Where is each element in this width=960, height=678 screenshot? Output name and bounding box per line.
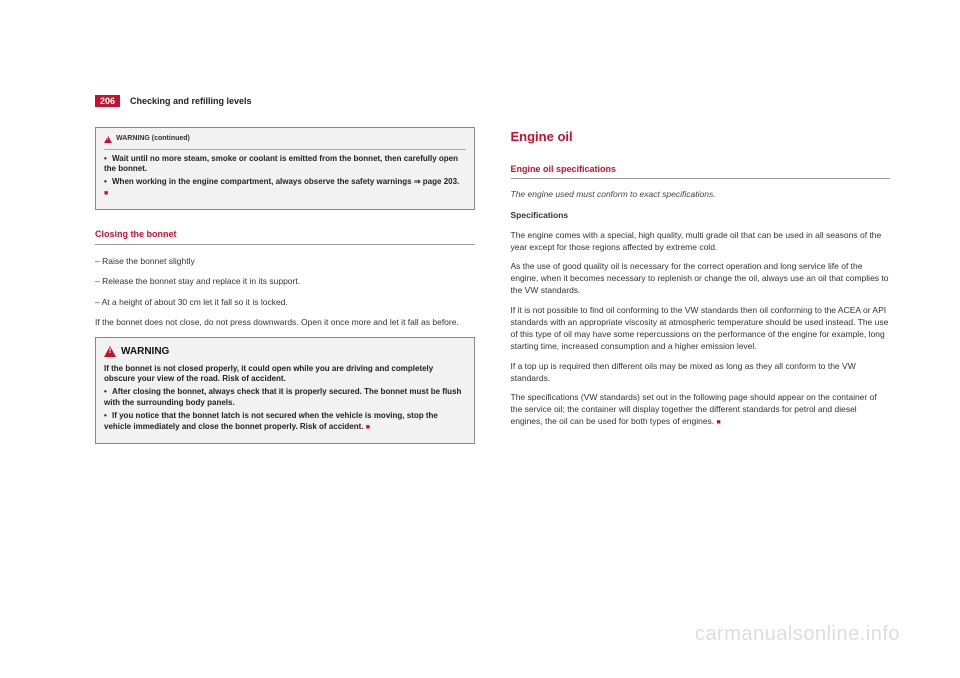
end-marker-icon: ■	[104, 190, 108, 197]
step-item: – At a height of about 30 cm let it fall…	[95, 296, 475, 309]
section-title: Checking and refilling levels	[130, 96, 252, 106]
specifications-subheading: Specifications	[511, 209, 891, 222]
warning-continued-box: WARNING (continued) •Wait until no more …	[95, 127, 475, 210]
body-paragraph: The engine comes with a special, high qu…	[511, 230, 891, 254]
end-marker-icon: ■	[717, 419, 721, 426]
warning-bullet: •Wait until no more steam, smoke or cool…	[104, 154, 466, 175]
page-header: 206 Checking and refilling levels	[95, 95, 890, 107]
intro-italic: The engine used must conform to exact sp…	[511, 189, 891, 201]
warning-bullet: •When working in the engine compartment,…	[104, 177, 466, 198]
watermark: carmanualsonline.info	[695, 623, 900, 646]
left-column: WARNING (continued) •Wait until no more …	[95, 127, 475, 462]
warning-title-text: WARNING	[121, 344, 169, 359]
step-item: – Release the bonnet stay and replace it…	[95, 275, 475, 288]
body-paragraph: As the use of good quality oil is necess…	[511, 261, 891, 297]
warning-continued-text: WARNING (continued)	[116, 134, 190, 145]
warning-icon	[104, 346, 116, 357]
warning-paragraph: If the bonnet is not closed properly, it…	[104, 364, 466, 385]
warning-icon	[104, 136, 112, 143]
manual-page: 206 Checking and refilling levels WARNIN…	[0, 0, 960, 512]
engine-oil-heading: Engine oil	[511, 127, 891, 147]
body-paragraph: If a top up is required then different o…	[511, 361, 891, 385]
warning-title: WARNING	[104, 344, 466, 359]
warning-bullet: •After closing the bonnet, always check …	[104, 387, 466, 408]
step-item: – Raise the bonnet slightly	[95, 255, 475, 268]
page-number-badge: 206	[95, 95, 120, 107]
end-marker-icon: ■	[366, 424, 370, 431]
warning-bullet: •If you notice that the bonnet latch is …	[104, 411, 466, 432]
warning-box: WARNING If the bonnet is not closed prop…	[95, 337, 475, 444]
two-column-layout: WARNING (continued) •Wait until no more …	[95, 127, 890, 462]
body-paragraph: If the bonnet does not close, do not pre…	[95, 317, 475, 329]
steps-list: – Raise the bonnet slightly – Release th…	[95, 255, 475, 309]
body-paragraph: The specifications (VW standards) set ou…	[511, 392, 891, 428]
right-column: Engine oil Engine oil specifications The…	[511, 127, 891, 462]
body-paragraph: If it is not possible to find oil confor…	[511, 305, 891, 353]
warning-continued-label: WARNING (continued)	[104, 134, 466, 150]
engine-oil-spec-heading: Engine oil specifications	[511, 163, 891, 180]
closing-bonnet-heading: Closing the bonnet	[95, 228, 475, 245]
